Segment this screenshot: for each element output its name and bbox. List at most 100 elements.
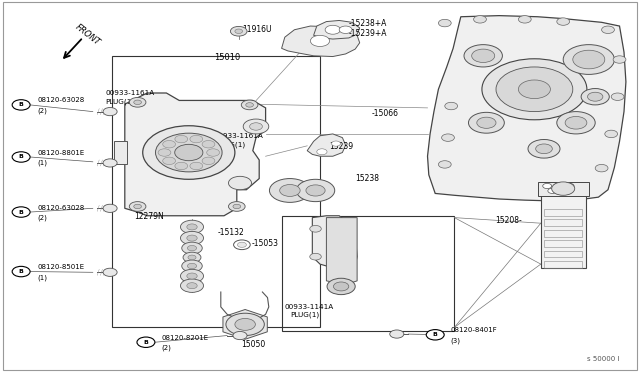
- Polygon shape: [307, 134, 346, 156]
- Circle shape: [180, 220, 204, 234]
- Bar: [544, 261, 582, 268]
- Text: 12279N: 12279N: [134, 212, 164, 221]
- Circle shape: [269, 179, 310, 202]
- Circle shape: [581, 89, 609, 105]
- Circle shape: [554, 183, 563, 189]
- Circle shape: [327, 278, 355, 295]
- Circle shape: [602, 26, 614, 33]
- Circle shape: [235, 318, 255, 330]
- Circle shape: [234, 240, 250, 250]
- Circle shape: [175, 162, 188, 170]
- Circle shape: [156, 133, 222, 172]
- Circle shape: [595, 164, 608, 172]
- Circle shape: [233, 204, 241, 209]
- Text: PLUG(1): PLUG(1): [290, 312, 319, 318]
- Bar: [112, 56, 320, 327]
- Circle shape: [280, 185, 300, 196]
- Circle shape: [445, 102, 458, 110]
- Text: 15050: 15050: [241, 340, 266, 349]
- Circle shape: [235, 29, 243, 33]
- Circle shape: [438, 19, 451, 27]
- Circle shape: [468, 112, 504, 133]
- Circle shape: [202, 141, 215, 148]
- Circle shape: [548, 188, 557, 193]
- Circle shape: [103, 268, 117, 276]
- Circle shape: [187, 224, 197, 230]
- Circle shape: [188, 255, 196, 260]
- Circle shape: [180, 279, 204, 292]
- Text: B: B: [19, 102, 24, 108]
- Polygon shape: [428, 16, 626, 201]
- Circle shape: [207, 149, 220, 156]
- Circle shape: [175, 144, 203, 161]
- Circle shape: [190, 135, 203, 143]
- Polygon shape: [282, 26, 360, 57]
- Text: (1): (1): [37, 160, 47, 166]
- Text: B: B: [19, 269, 24, 274]
- Circle shape: [103, 159, 117, 167]
- Circle shape: [188, 246, 196, 251]
- Circle shape: [325, 25, 340, 34]
- Text: 00933-1141A: 00933-1141A: [285, 304, 334, 310]
- Text: 15239: 15239: [330, 142, 354, 151]
- Circle shape: [317, 149, 327, 155]
- Circle shape: [438, 161, 451, 168]
- Text: s 50000 I: s 50000 I: [587, 356, 620, 362]
- Circle shape: [158, 149, 171, 156]
- Circle shape: [528, 140, 560, 158]
- Circle shape: [246, 103, 253, 107]
- Circle shape: [180, 269, 204, 283]
- Text: -15238+A: -15238+A: [349, 19, 387, 28]
- Circle shape: [228, 202, 245, 211]
- Circle shape: [563, 45, 614, 74]
- Circle shape: [103, 204, 117, 212]
- Circle shape: [187, 273, 197, 279]
- Text: PLUG(1): PLUG(1): [106, 98, 135, 105]
- Circle shape: [557, 18, 570, 25]
- Circle shape: [552, 182, 575, 195]
- Text: (1): (1): [37, 274, 47, 281]
- Circle shape: [129, 97, 146, 107]
- Text: -15132: -15132: [218, 228, 244, 237]
- Text: -15053: -15053: [252, 239, 278, 248]
- Text: 08120-8801E: 08120-8801E: [37, 150, 84, 155]
- Bar: [538, 182, 589, 196]
- Polygon shape: [223, 310, 268, 339]
- Circle shape: [565, 183, 574, 189]
- Circle shape: [310, 253, 321, 260]
- Circle shape: [230, 26, 247, 36]
- Circle shape: [310, 35, 330, 46]
- Circle shape: [543, 183, 552, 189]
- Circle shape: [557, 112, 595, 134]
- Text: 15238: 15238: [355, 174, 380, 183]
- Text: 08120-8201E: 08120-8201E: [161, 335, 209, 341]
- Circle shape: [134, 204, 141, 209]
- Polygon shape: [125, 93, 266, 216]
- Circle shape: [560, 188, 569, 193]
- Circle shape: [518, 16, 531, 23]
- Circle shape: [565, 116, 587, 129]
- Bar: [544, 240, 582, 247]
- Circle shape: [12, 207, 30, 217]
- Bar: [544, 251, 582, 257]
- Bar: [544, 219, 582, 226]
- Circle shape: [296, 179, 335, 202]
- Circle shape: [134, 100, 141, 105]
- Circle shape: [474, 16, 486, 23]
- Polygon shape: [312, 216, 357, 269]
- Circle shape: [180, 231, 204, 245]
- Text: 08120-63028: 08120-63028: [37, 205, 84, 211]
- Circle shape: [536, 144, 552, 154]
- Text: B: B: [19, 209, 24, 215]
- Text: 15010: 15010: [214, 53, 241, 62]
- Circle shape: [306, 185, 325, 196]
- Text: 11916U: 11916U: [242, 25, 271, 34]
- Circle shape: [611, 93, 624, 100]
- Text: 15208-: 15208-: [495, 216, 522, 225]
- Text: B: B: [143, 340, 148, 345]
- Circle shape: [103, 108, 117, 116]
- Circle shape: [237, 242, 246, 247]
- Text: FRONT: FRONT: [74, 23, 102, 48]
- Circle shape: [573, 50, 605, 69]
- Text: -15239+A: -15239+A: [349, 29, 387, 38]
